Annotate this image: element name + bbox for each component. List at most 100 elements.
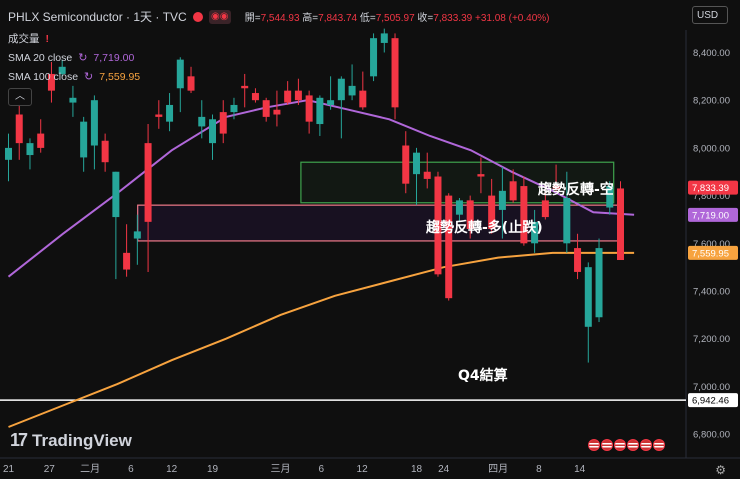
eye-icon[interactable]: ◉◉ — [208, 9, 231, 24]
candle-body — [219, 112, 227, 134]
us-flag-icon[interactable] — [601, 439, 613, 451]
candle-body — [488, 195, 496, 229]
us-flag-icon[interactable] — [627, 439, 639, 451]
candle-body — [509, 181, 517, 201]
candle-body — [112, 171, 120, 218]
y-tick-label: 7,000.00 — [693, 382, 730, 393]
candle-body — [595, 248, 603, 318]
candle-body — [69, 97, 77, 103]
price-label: 7,559.95 — [692, 248, 729, 259]
candle-body — [563, 197, 571, 244]
refresh-icon[interactable]: ↻ — [84, 71, 94, 83]
candle-body — [90, 100, 98, 146]
candle-body — [445, 195, 453, 299]
candle-body — [230, 104, 238, 113]
symbol-title[interactable]: PHLX Semiconductor · 1天 · TVC — [8, 10, 187, 24]
x-tick-label: 二月 — [80, 463, 100, 475]
refresh-icon[interactable]: ↻ — [78, 52, 88, 64]
ohlc-readout: 開=7,544.93 高=7,843.74 低=7,505.97 收=7,833… — [244, 13, 550, 24]
us-flag-icon[interactable] — [653, 439, 665, 451]
x-tick-label: 12 — [357, 464, 369, 475]
candle-body — [155, 114, 163, 117]
candle-body — [123, 252, 131, 270]
us-flag-icon[interactable] — [640, 439, 652, 451]
candle-body — [327, 100, 335, 105]
candle-body — [198, 116, 206, 127]
sma100-line — [8, 251, 635, 428]
sma20-indicator[interactable]: SMA 20 close ↻ 7,719.00 — [8, 51, 135, 65]
candle-body — [294, 90, 302, 101]
warning-icon: ! — [45, 32, 50, 45]
candle-body — [5, 147, 12, 160]
candle-body — [101, 140, 109, 163]
candle-body — [498, 190, 506, 210]
candle-body — [187, 76, 195, 91]
candle-body — [80, 121, 88, 158]
sma20-line — [7, 99, 635, 278]
candle-body — [305, 95, 313, 122]
candle-body — [26, 143, 34, 156]
candle-body — [584, 267, 592, 327]
candle-body — [273, 109, 281, 115]
volume-indicator[interactable]: 成交量 ! — [8, 32, 50, 46]
x-tick-label: 四月 — [488, 463, 508, 475]
candle-body — [606, 186, 614, 208]
candle-body — [316, 97, 324, 125]
candle-body — [391, 38, 399, 108]
price-label: 7,833.39 — [692, 183, 729, 194]
candle-body — [413, 152, 420, 175]
candle-body — [423, 171, 431, 179]
candle-body — [359, 90, 367, 108]
candle-body — [262, 100, 270, 117]
y-tick-label: 7,600.00 — [693, 239, 730, 250]
x-tick-label: 6 — [128, 464, 134, 475]
y-tick-label: 8,200.00 — [693, 96, 730, 107]
candle-body — [455, 200, 463, 215]
x-tick-label: 8 — [536, 464, 542, 475]
chart-annotation: 趨勢反轉-空 — [537, 181, 614, 198]
x-tick-label: 24 — [438, 464, 450, 475]
chart-annotation: 趨勢反轉-多(止跌) — [425, 219, 543, 236]
price-label: 7,719.00 — [692, 210, 729, 221]
gear-icon[interactable]: ⚙ — [715, 463, 726, 477]
candle-body — [348, 85, 356, 96]
candle-body — [251, 93, 259, 101]
candle-body — [15, 114, 23, 144]
tradingview-mark-icon: 17 — [10, 430, 28, 450]
candle-body — [520, 186, 528, 244]
y-tick-label: 6,800.00 — [693, 430, 730, 441]
us-flag-icon[interactable] — [588, 439, 600, 451]
price-label: 6,942.46 — [692, 396, 729, 407]
candle-body — [166, 104, 174, 122]
candle-body — [37, 133, 45, 148]
candle-body — [337, 78, 345, 101]
y-tick-label: 8,000.00 — [693, 143, 730, 154]
price-label-bg — [688, 180, 738, 195]
chart-annotation: Q4結算 — [458, 367, 508, 384]
x-tick-label: 12 — [166, 464, 178, 475]
x-tick-label: 14 — [574, 464, 586, 475]
candle-body — [241, 85, 249, 89]
x-tick-label: 27 — [44, 464, 56, 475]
candle-body — [284, 90, 292, 103]
candle-body — [466, 200, 474, 229]
chevron-up-icon[interactable]: ︿ — [8, 88, 32, 106]
currency-selector[interactable]: USD — [692, 6, 728, 24]
events-icons[interactable] — [588, 439, 665, 451]
candle-body — [144, 143, 152, 222]
candle-body — [176, 59, 184, 89]
candle-body — [380, 33, 388, 43]
us-flag-icon[interactable] — [614, 439, 626, 451]
candle-body — [370, 38, 378, 77]
sma100-indicator[interactable]: SMA 100 close ↻ 7,559.95 — [8, 70, 141, 84]
price-label-bg — [688, 393, 738, 408]
candle-body — [617, 188, 624, 261]
price-label-bg — [688, 207, 738, 222]
candle-body — [58, 66, 66, 74]
tradingview-logo: 17 TradingView — [10, 430, 132, 450]
x-tick-label: 三月 — [271, 463, 291, 475]
x-tick-label: 21 — [3, 464, 15, 475]
x-tick-label: 19 — [207, 464, 219, 475]
candle-body — [552, 186, 560, 189]
